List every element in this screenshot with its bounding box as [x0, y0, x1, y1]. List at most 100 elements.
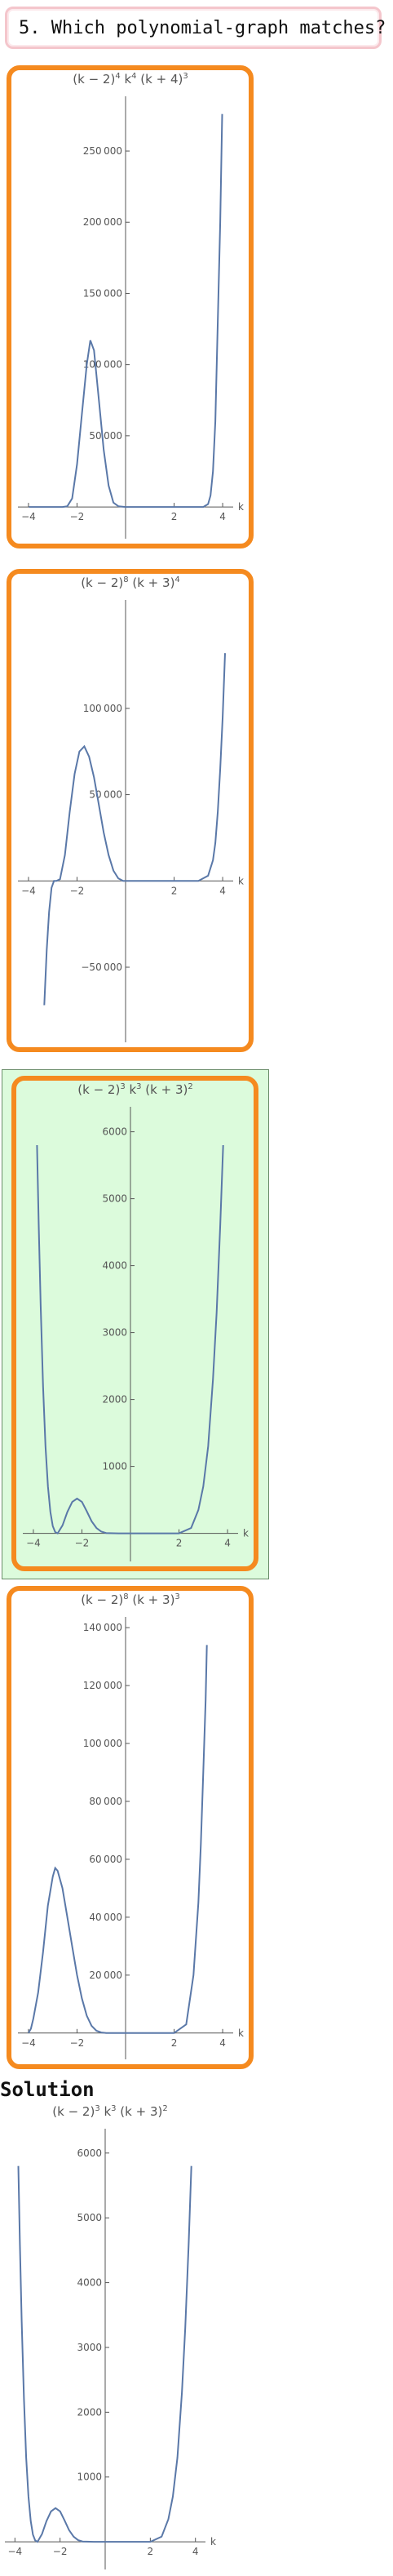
title-term: (k + 3) — [116, 2104, 163, 2119]
title-term: (k + 3) — [128, 1592, 175, 1607]
x-axis-label: k — [243, 1528, 249, 1539]
title-exponent: 3 — [111, 2104, 117, 2113]
title-term: k — [99, 2104, 112, 2119]
solution-heading: Solution — [0, 2078, 95, 2101]
title-term: (k — [81, 575, 93, 590]
title-term: (k + 3) — [128, 575, 175, 590]
title-exponent: 8 — [123, 1592, 129, 1601]
question-text: 5. Which polynomial‐graph matches? — [19, 18, 386, 38]
title-term: (k — [81, 1592, 93, 1607]
y-tick-label: 200 000 — [83, 216, 122, 228]
title-term: (k — [73, 72, 85, 87]
polynomial-curve — [28, 1645, 208, 2034]
plot-title: (k − 2)3 k3 (k + 3)2 — [0, 2104, 220, 2119]
choice-1-plot: (k − 2)4 k4 (k + 4)3 −4 −2 2 4 k 50 000 100 000… — [13, 72, 248, 542]
x-axis-label: k — [238, 2027, 244, 2039]
x-axis-label: k — [238, 501, 244, 513]
plot-svg: −4 −2 2 4 k 50 000 100 000 150 000 200 000 250 00… — [18, 96, 244, 539]
polynomial-curve — [36, 1144, 224, 1534]
x-tick-label: 2 — [171, 511, 178, 522]
plot-svg: −4 −2 2 4 k 1000 2000 3000 4000 5000 6000 — [23, 1107, 249, 1561]
y-tick-label: 60 000 — [89, 1854, 122, 1865]
y-tick-label: 3000 — [102, 1327, 127, 1339]
title-term: k — [125, 1082, 137, 1097]
plot-title: (k − 2)8 (k + 3)3 — [13, 1592, 248, 1607]
y-tick-label: 5000 — [102, 1193, 127, 1205]
y-tick-label: 20 000 — [89, 1970, 122, 1981]
selected-choice-highlight — [2, 1069, 269, 1579]
x-tick-label: −4 — [21, 885, 36, 896]
title-exponent: 2 — [162, 2104, 168, 2113]
y-tick-label: 6000 — [77, 2147, 102, 2159]
choice-3-plot: (k − 2)3 k3 (k + 3)2 −4 −2 2 4 k 1000 2000 3000 4… — [18, 1082, 253, 1565]
x-tick-label: 2 — [148, 2546, 154, 2557]
title-exponent: 3 — [136, 1082, 142, 1091]
question-box: 5. Which polynomial‐graph matches? — [5, 7, 386, 49]
x-tick-label: −4 — [26, 1538, 41, 1549]
choice-4-plot: (k − 2)8 (k + 3)3 −4 −2 2 4 k 20 000 40 000 60 0… — [13, 1592, 248, 2063]
x-tick-label: 2 — [171, 885, 178, 896]
plot-svg: −4 −2 2 4k 20 000 40 000 60 000 80 000 100 000 12… — [18, 1617, 244, 2059]
title-term: (k — [77, 1082, 90, 1097]
polynomial-curve — [29, 113, 223, 509]
title-exponent: 3 — [174, 1592, 180, 1601]
plot-title: (k − 2)4 k4 (k + 4)3 — [13, 72, 248, 87]
y-tick-label: 4000 — [102, 1260, 127, 1272]
plot-title: (k − 2)3 k3 (k + 3)2 — [18, 1082, 253, 1097]
title-exponent: 4 — [115, 72, 121, 81]
y-tick-label: 100 000 — [83, 359, 122, 371]
title-exponent: 4 — [174, 575, 180, 584]
x-axis-label: k — [210, 2536, 216, 2547]
title-term: − 2) — [92, 575, 124, 590]
plot-svg: −4 −2 2 4 k −50 000 50 000 100 000 — [18, 600, 244, 1042]
x-tick-label: −2 — [70, 2037, 85, 2049]
y-tick-label: 3000 — [77, 2342, 102, 2353]
title-term: (k + 4) — [136, 72, 183, 87]
title-exponent: 4 — [131, 72, 137, 81]
plot-title: (k − 2)8 (k + 3)4 — [13, 575, 248, 590]
title-exponent: 2 — [188, 1082, 193, 1091]
choice-3-button[interactable] — [11, 1076, 258, 1571]
y-tick-label: 140 000 — [83, 1622, 122, 1633]
x-tick-label: 4 — [219, 885, 226, 896]
title-term: (k — [52, 2104, 64, 2119]
y-tick-label: 120 000 — [83, 1680, 122, 1691]
x-tick-label: 2 — [176, 1538, 183, 1549]
title-exponent: 3 — [95, 2104, 100, 2113]
polynomial-curve — [43, 653, 226, 1006]
y-tick-label: 150 000 — [83, 287, 122, 299]
title-term: − 2) — [64, 2104, 95, 2119]
polynomial-curve — [17, 2165, 192, 2543]
x-tick-label: −2 — [75, 1538, 90, 1549]
x-tick-label: 2 — [171, 2037, 178, 2049]
title-term: − 2) — [84, 72, 116, 87]
choice-4-button[interactable] — [7, 1586, 254, 2069]
y-tick-label: 6000 — [102, 1126, 127, 1138]
x-tick-label: 4 — [219, 2037, 226, 2049]
y-tick-label: 1000 — [102, 1461, 127, 1472]
title-term: − 2) — [89, 1082, 121, 1097]
x-tick-label: 4 — [224, 1538, 231, 1549]
title-term: − 2) — [92, 1592, 124, 1607]
title-exponent: 3 — [183, 72, 188, 81]
y-tick-label: 250 000 — [83, 145, 122, 157]
solution-plot: (k − 2)3 k3 (k + 3)2 −4 −2 2 4 k 1000 2000 3000 4… — [0, 2104, 220, 2573]
title-term: (k + 3) — [141, 1082, 188, 1097]
y-tick-label: 100 000 — [83, 1738, 122, 1749]
y-tick-label: 2000 — [77, 2406, 102, 2418]
x-tick-label: 4 — [192, 2546, 199, 2557]
y-tick-label: 2000 — [102, 1394, 127, 1406]
x-tick-label: −2 — [70, 511, 85, 522]
x-tick-label: −2 — [70, 885, 85, 896]
y-tick-label: 100 000 — [83, 703, 122, 714]
x-tick-label: 4 — [219, 511, 226, 522]
choice-2-plot: (k − 2)8 (k + 3)4 −4 −2 2 4 k −50 000 50 000 100… — [13, 575, 248, 1046]
choice-2-button[interactable] — [7, 569, 254, 1052]
y-tick-label: 5000 — [77, 2212, 102, 2223]
y-tick-label: 4000 — [77, 2277, 102, 2289]
y-tick-label: 80 000 — [89, 1796, 122, 1807]
x-tick-label: −4 — [21, 511, 36, 522]
choice-1-button[interactable] — [7, 65, 254, 549]
title-term: k — [120, 72, 132, 87]
